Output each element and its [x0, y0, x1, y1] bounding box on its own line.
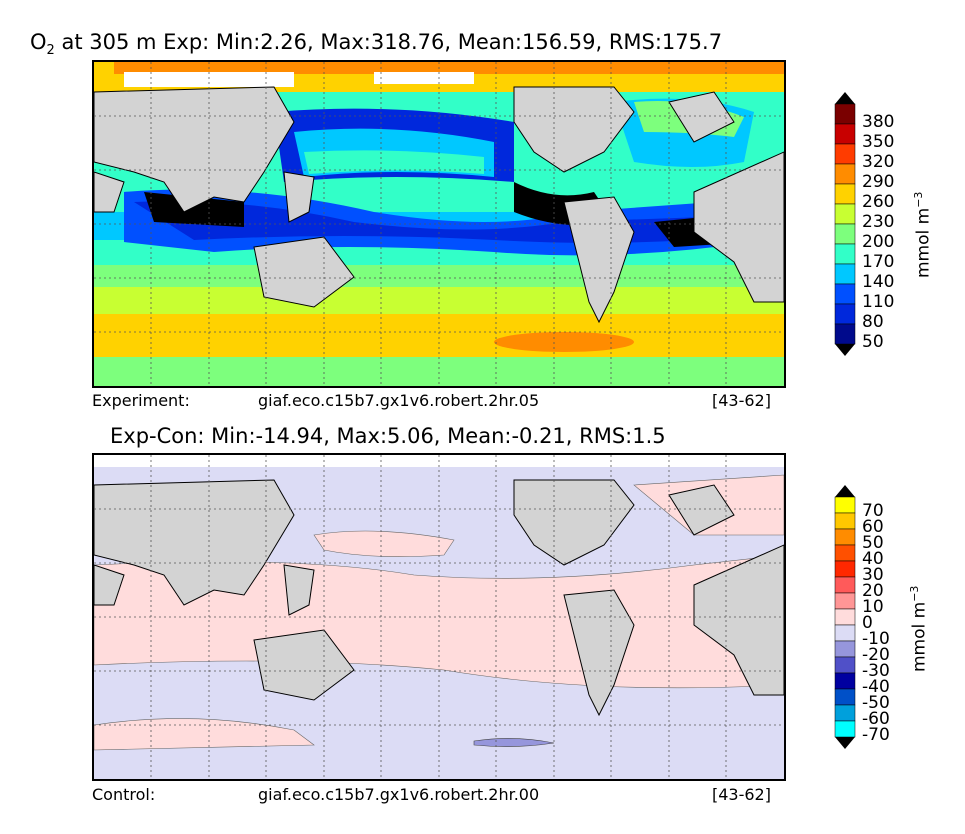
- bottom-colorbar-swatch: [834, 640, 856, 658]
- top-colorbar-swatch: [834, 263, 856, 285]
- top-colorbar-swatch: [834, 223, 856, 245]
- bottom-caption-left: Control:: [92, 785, 156, 804]
- top-colorbar-swatch: [834, 303, 856, 325]
- top-panel-title: O2 at 305 m Exp: Min:2.26, Max:318.76, M…: [30, 30, 722, 58]
- bottom-colorbar-swatch: [834, 544, 856, 562]
- bottom-map: [92, 453, 786, 781]
- top-map-svg: [94, 62, 784, 386]
- top-caption-left: Experiment:: [92, 391, 190, 410]
- bottom-colorbar-tick-label: -40: [862, 677, 890, 697]
- bottom-colorbar-tick-label: 10: [862, 597, 884, 617]
- top-colorbar-tick-label: 170: [862, 252, 895, 272]
- bottom-colorbar-tick-label: -30: [862, 661, 890, 681]
- top-caption-mid: giaf.eco.c15b7.gx1v6.robert.2hr.05: [258, 391, 540, 410]
- bottom-colorbar-tick-label: -50: [862, 693, 890, 713]
- top-caption-right: [43-62]: [712, 391, 771, 410]
- top-title-base: O: [30, 30, 47, 54]
- top-colorbar-swatch: [834, 163, 856, 185]
- bottom-colorbar-tick-label: 50: [862, 533, 884, 553]
- bottom-colorbar-tick-label: 70: [862, 501, 884, 521]
- bottom-unit-text: mmol m: [909, 601, 930, 672]
- top-colorbar-swatch: [834, 283, 856, 305]
- top-colorbar-swatch: [834, 203, 856, 225]
- bottom-colorbar-label: mmol m−3: [908, 586, 930, 672]
- bottom-colorbar-tick-label: -10: [862, 629, 890, 649]
- top-colorbar-tick-label: 110: [862, 292, 895, 312]
- bottom-colorbar-tick-label: -60: [862, 709, 890, 729]
- bottom-colorbar-tick-label: 20: [862, 581, 884, 601]
- top-colorbar-tick-label: 380: [862, 112, 895, 132]
- bottom-map-svg: [94, 455, 784, 779]
- bottom-panel-title: Exp-Con: Min:-14.94, Max:5.06, Mean:-0.2…: [110, 424, 666, 448]
- bottom-colorbar-swatch: [834, 688, 856, 706]
- top-map: [92, 60, 786, 388]
- top-colorbar-tick-label: 200: [862, 232, 895, 252]
- bottom-colorbar-swatch: [834, 528, 856, 546]
- bottom-colorbar-swatch: [834, 656, 856, 674]
- bottom-colorbar-tick-label: 40: [862, 549, 884, 569]
- bottom-colorbar-swatch: [834, 672, 856, 690]
- bottom-colorbar: [832, 485, 858, 749]
- top-colorbar-swatch: [834, 323, 856, 345]
- top-colorbar-tick-label: 230: [862, 212, 895, 232]
- bottom-colorbar-swatch: [834, 608, 856, 626]
- bottom-caption-mid: giaf.eco.c15b7.gx1v6.robert.2hr.00: [258, 785, 540, 804]
- bottom-colorbar-swatch: [834, 560, 856, 578]
- top-colorbar-svg: [834, 92, 856, 356]
- bottom-colorbar-swatch: [834, 496, 856, 514]
- top-unit-exp: −3: [912, 191, 925, 208]
- bottom-colorbar-swatch: [834, 592, 856, 610]
- bottom-colorbar-tick-label: -20: [862, 645, 890, 665]
- bottom-caption-right: [43-62]: [712, 785, 771, 804]
- top-colorbar-tick-label: 140: [862, 272, 895, 292]
- bottom-colorbar-swatch: [834, 576, 856, 594]
- bottom-colorbar-tick-label: 60: [862, 517, 884, 537]
- bottom-colorbar-svg: [834, 485, 856, 749]
- top-colorbar-swatch: [834, 143, 856, 165]
- top-colorbar-swatch: [834, 183, 856, 205]
- bottom-colorbar-swatch: [834, 512, 856, 530]
- top-colorbar-tick-label: 50: [862, 332, 884, 352]
- top-colorbar-swatch: [834, 103, 856, 125]
- bottom-unit-exp: −3: [908, 585, 921, 602]
- bottom-colorbar-tick-label: 30: [862, 565, 884, 585]
- bottom-colorbar-swatch: [834, 624, 856, 642]
- bottom-colorbar-over-arrow: [835, 485, 855, 497]
- top-title-subscript: 2: [46, 43, 55, 59]
- top-colorbar-tick-label: 290: [862, 172, 895, 192]
- top-colorbar: [832, 92, 858, 356]
- bottom-colorbar-under-arrow: [835, 737, 855, 749]
- top-colorbar-tick-label: 260: [862, 192, 895, 212]
- bottom-colorbar-tick-label: -70: [862, 725, 890, 745]
- top-title-rest: at 305 m Exp: Min:2.26, Max:318.76, Mean…: [54, 30, 723, 54]
- top-colorbar-tick-label: 350: [862, 132, 895, 152]
- top-colorbar-swatch: [834, 243, 856, 265]
- top-colorbar-over-arrow: [835, 92, 855, 104]
- top-colorbar-tick-label: 320: [862, 152, 895, 172]
- top-colorbar-tick-label: 80: [862, 312, 884, 332]
- top-colorbar-under-arrow: [835, 344, 855, 356]
- bottom-colorbar-tick-label: 0: [862, 613, 873, 633]
- top-colorbar-label: mmol m−3: [912, 192, 934, 278]
- top-colorbar-swatch: [834, 123, 856, 145]
- bottom-colorbar-swatch: [834, 704, 856, 722]
- top-unit-text: mmol m: [913, 207, 934, 278]
- bottom-colorbar-swatch: [834, 720, 856, 738]
